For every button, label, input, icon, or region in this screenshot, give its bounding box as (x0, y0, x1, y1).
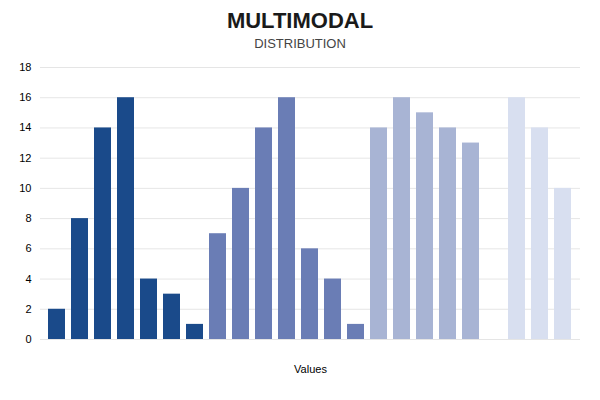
svg-text:18: 18 (19, 61, 31, 73)
svg-text:10: 10 (19, 182, 31, 194)
svg-text:2: 2 (25, 303, 31, 315)
svg-text:Values: Values (294, 363, 327, 375)
svg-text:16: 16 (19, 91, 31, 103)
svg-text:14: 14 (19, 121, 31, 133)
html-text:MULTIMODAL: MULTIMODAL (226, 8, 374, 33)
html-text:DISTRIBUTION: DISTRIBUTION (254, 36, 346, 51)
svg-text:12: 12 (19, 152, 31, 164)
svg-text:0: 0 (25, 333, 31, 345)
svg-text:4: 4 (25, 273, 31, 285)
svg-text:8: 8 (25, 212, 31, 224)
svg-text:6: 6 (25, 242, 31, 254)
